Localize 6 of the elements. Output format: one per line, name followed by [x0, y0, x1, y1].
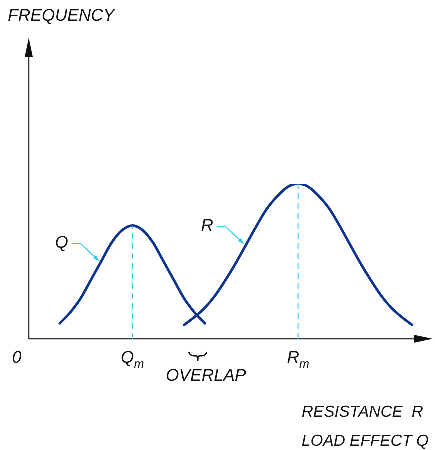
series-label: R [201, 216, 214, 236]
x-tick-label: 0 [12, 348, 22, 367]
x-axis-title: RESISTANCE R LOAD EFFECT Q [302, 403, 429, 450]
series-label: Q [55, 233, 69, 252]
text: OVERLAP [166, 366, 246, 386]
chart-title: FREQUENCY [8, 6, 115, 26]
